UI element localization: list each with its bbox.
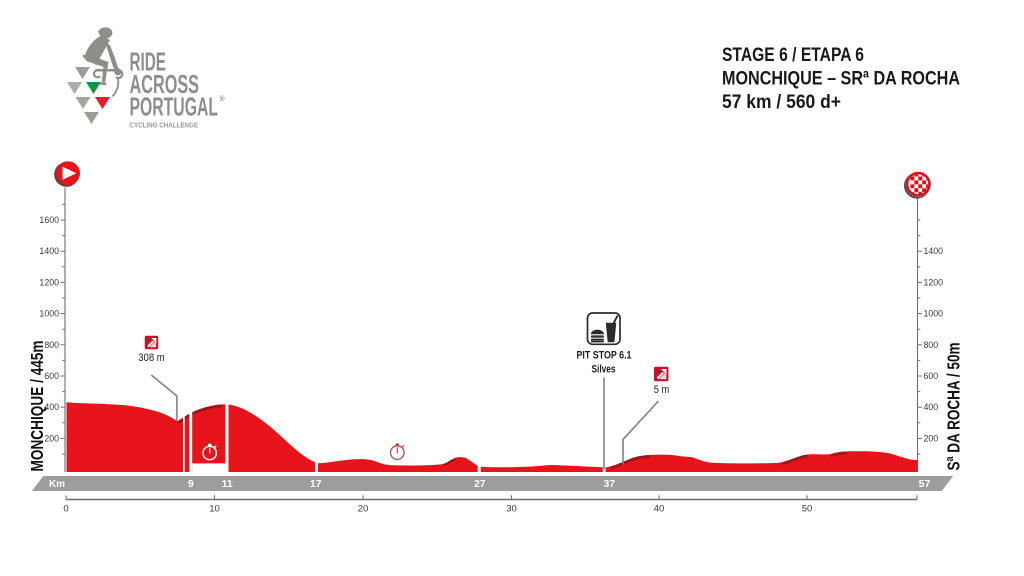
svg-text:MONCHIQUE – SRª DA ROCHA: MONCHIQUE – SRª DA ROCHA — [722, 69, 960, 90]
svg-text:600: 600 — [924, 371, 939, 381]
svg-text:Km: Km — [49, 479, 65, 490]
svg-text:®: ® — [220, 95, 226, 103]
svg-text:37: 37 — [603, 478, 615, 490]
svg-text:200: 200 — [44, 433, 59, 443]
svg-text:CYCLING CHALLENGE: CYCLING CHALLENGE — [130, 121, 199, 130]
svg-text:600: 600 — [44, 371, 59, 381]
svg-text:0: 0 — [63, 504, 68, 515]
svg-text:800: 800 — [44, 340, 59, 350]
svg-text:1600: 1600 — [39, 215, 59, 225]
svg-text:11: 11 — [222, 478, 233, 490]
svg-text:1200: 1200 — [924, 277, 944, 287]
svg-text:50: 50 — [802, 504, 813, 515]
svg-text:17: 17 — [310, 478, 322, 490]
svg-text:MONCHIQUE / 445m: MONCHIQUE / 445m — [27, 341, 47, 472]
svg-text:1400: 1400 — [924, 246, 944, 256]
svg-text:1200: 1200 — [39, 277, 59, 287]
svg-text:400: 400 — [924, 402, 939, 412]
svg-text:200: 200 — [924, 433, 939, 443]
svg-text:27: 27 — [474, 478, 486, 490]
svg-text:ACROSS: ACROSS — [130, 69, 200, 99]
svg-text:Silves: Silves — [592, 363, 616, 375]
svg-text:30: 30 — [506, 504, 517, 515]
svg-text:5 m: 5 m — [654, 384, 670, 396]
svg-text:400: 400 — [44, 402, 59, 412]
svg-text:308 m: 308 m — [138, 352, 165, 364]
svg-text:9: 9 — [188, 478, 194, 490]
svg-text:40: 40 — [654, 504, 665, 515]
svg-text:57: 57 — [919, 478, 931, 490]
svg-text:57 km / 560 d+: 57 km / 560 d+ — [722, 92, 841, 113]
svg-text:Sª DA ROCHA / 50m: Sª DA ROCHA / 50m — [944, 343, 964, 471]
svg-text:PIT STOP 6.1: PIT STOP 6.1 — [577, 349, 632, 361]
svg-text:1000: 1000 — [39, 309, 59, 319]
svg-text:1400: 1400 — [39, 246, 59, 256]
svg-text:1000: 1000 — [924, 309, 944, 319]
svg-text:PORTUGAL: PORTUGAL — [130, 91, 219, 121]
svg-text:RIDE: RIDE — [130, 47, 167, 77]
svg-text:20: 20 — [358, 504, 369, 515]
svg-text:800: 800 — [924, 340, 939, 350]
svg-text:STAGE 6 / ETAPA 6: STAGE 6 / ETAPA 6 — [722, 45, 864, 66]
svg-text:10: 10 — [209, 504, 220, 515]
